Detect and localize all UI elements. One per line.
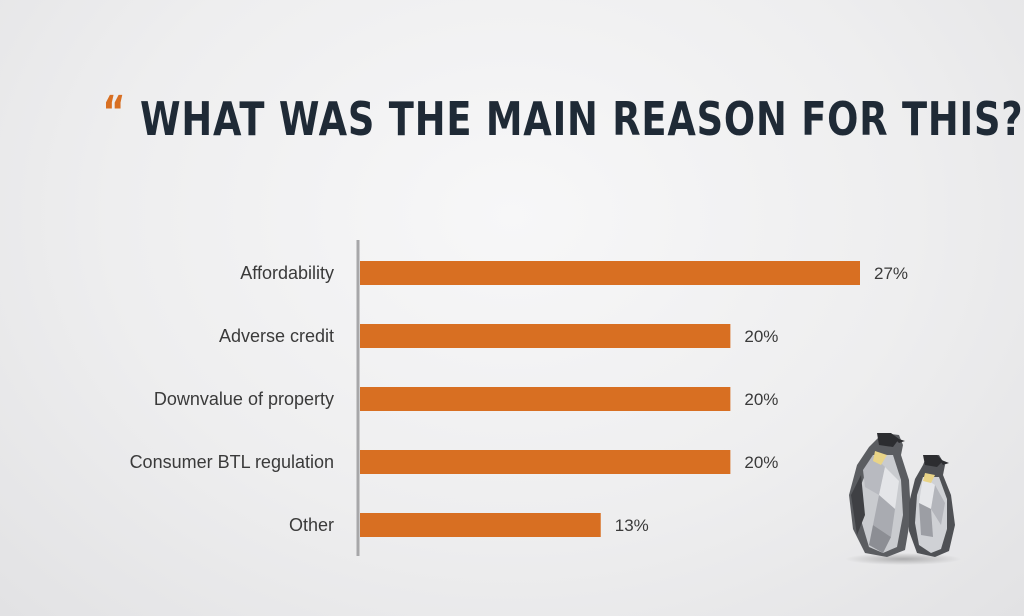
category-label: Other xyxy=(289,515,334,535)
chart-title: “ WHAT WAS THE MAIN REASON FOR THIS? ” xyxy=(102,87,1022,146)
bar xyxy=(360,261,860,285)
bar xyxy=(360,387,731,411)
penguins-icon xyxy=(845,433,961,565)
category-label: Downvalue of property xyxy=(154,389,334,409)
value-label: 27% xyxy=(874,264,908,283)
value-label: 20% xyxy=(744,390,778,409)
open-quote-icon: “ xyxy=(102,87,127,138)
category-label: Adverse credit xyxy=(219,326,334,346)
bar xyxy=(360,324,731,348)
bar xyxy=(360,513,601,537)
category-label: Consumer BTL regulation xyxy=(130,452,334,472)
value-label: 20% xyxy=(744,327,778,346)
value-label: 13% xyxy=(615,516,649,535)
title-text: WHAT WAS THE MAIN REASON FOR THIS? xyxy=(139,92,1024,146)
category-label: Affordability xyxy=(240,263,334,283)
value-label: 20% xyxy=(744,453,778,472)
bar xyxy=(360,450,731,474)
